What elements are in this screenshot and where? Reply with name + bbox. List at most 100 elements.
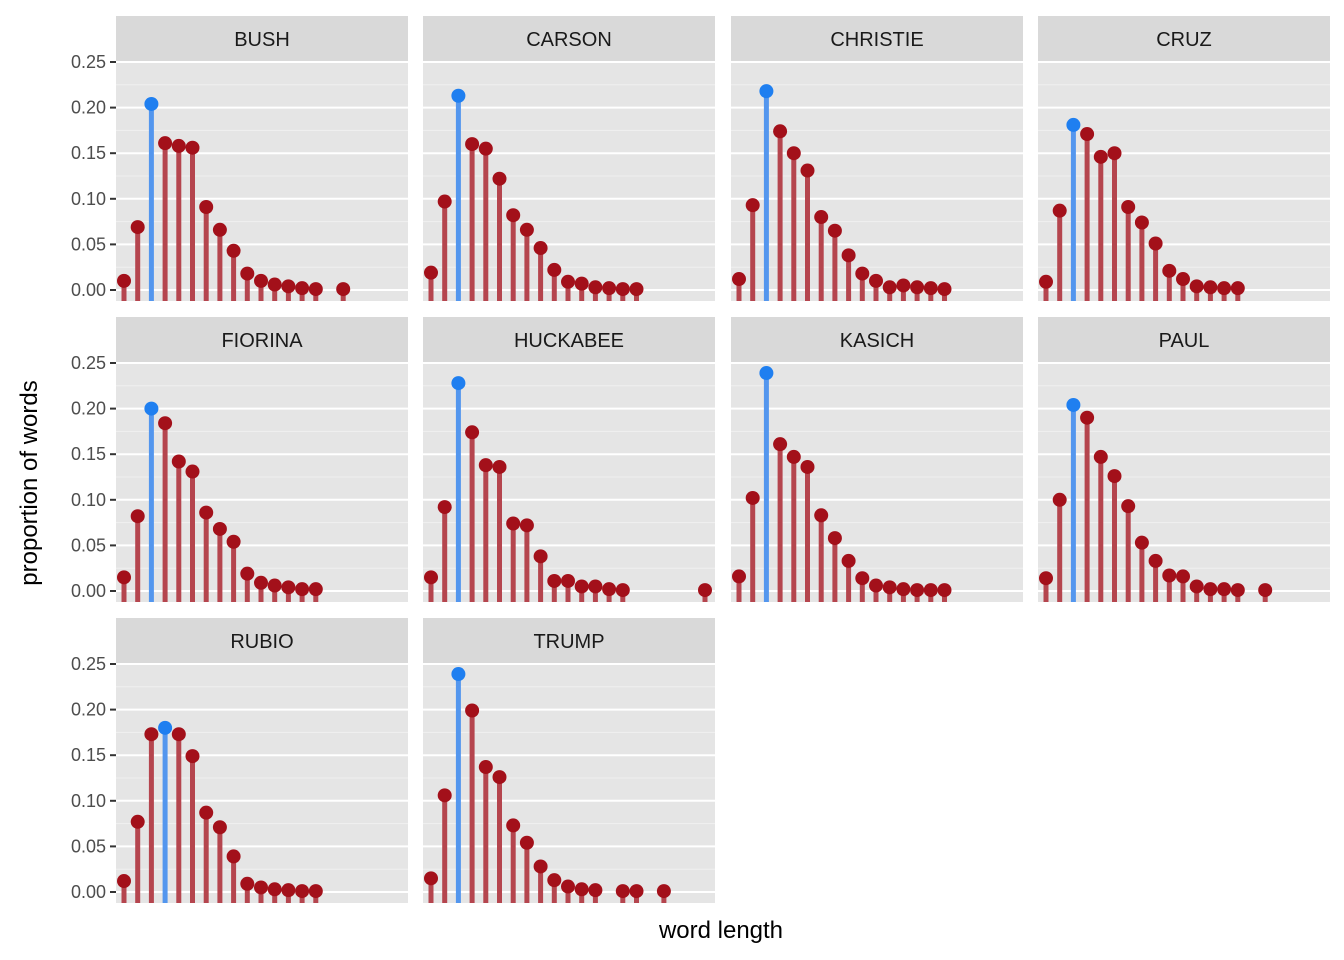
lollipop-point	[547, 873, 562, 888]
y-tick-label: 0.25	[71, 654, 106, 674]
lollipop-point	[841, 553, 856, 568]
lollipop-point	[923, 281, 938, 296]
facet-panel-carson: CARSON	[423, 16, 715, 301]
lollipop-point	[1203, 280, 1218, 295]
lollipop-point	[117, 874, 131, 889]
lollipop-point	[185, 749, 200, 764]
facet-strip-label: FIORINA	[221, 330, 303, 352]
lollipop-point	[336, 282, 351, 297]
lollipop-point	[1162, 568, 1177, 583]
lollipop-point	[937, 583, 952, 598]
lollipop-point	[588, 579, 603, 594]
facet-strip	[423, 16, 715, 61]
lollipop-point	[882, 280, 897, 295]
highlight-point	[1066, 397, 1081, 412]
lollipop-point	[199, 200, 214, 215]
lollipop-point	[814, 508, 829, 523]
panel-background	[1038, 61, 1330, 301]
highlight-point	[144, 401, 159, 416]
facet-panel-bush: BUSH 0.00 0.05 0.10 0.15 0.20 0.25	[71, 16, 408, 301]
y-tick-label: 0.05	[71, 836, 106, 856]
lollipop-point	[465, 425, 480, 440]
lollipop-point	[519, 518, 534, 533]
lollipop-point	[506, 516, 521, 531]
y-tick-label: 0.10	[71, 791, 106, 811]
lollipop-point	[561, 879, 575, 894]
y-axis-title: proportion of words	[16, 380, 43, 585]
highlight-point	[144, 96, 159, 111]
lollipop-point	[465, 137, 480, 152]
lollipop-point	[478, 458, 493, 473]
lollipop-point	[240, 876, 255, 891]
lollipop-point	[1134, 535, 1149, 550]
lollipop-point	[478, 141, 493, 156]
facet-strip-label: BUSH	[234, 29, 290, 51]
x-axis-title: word length	[658, 917, 783, 944]
panels-layer: BUSH 0.00 0.05 0.10 0.15 0.20 0.25 CARSON CHRIST…	[71, 16, 1330, 903]
lollipop-point	[267, 277, 282, 292]
lollipop-point	[240, 566, 255, 581]
y-tick-label: 0.00	[71, 882, 106, 902]
lollipop-point	[171, 727, 186, 742]
lollipop-point	[1093, 449, 1108, 464]
lollipop-point	[437, 194, 452, 209]
lollipop-point	[424, 570, 438, 585]
facet-strip-label: TRUMP	[533, 631, 604, 653]
lollipop-point	[615, 282, 630, 297]
lollipop-point	[1176, 569, 1190, 584]
lollipop-point	[158, 416, 173, 431]
lollipop-point	[117, 570, 131, 585]
lollipop-point	[1230, 583, 1245, 598]
lollipop-point	[295, 281, 310, 296]
lollipop-point	[547, 573, 562, 588]
lollipop-point	[254, 273, 268, 288]
y-tick-label: 0.05	[71, 535, 106, 555]
lollipop-point	[574, 882, 589, 897]
lollipop-point	[1107, 469, 1122, 484]
lollipop-point	[158, 136, 173, 151]
facet-panel-rubio: RUBIO 0.00 0.05 0.10 0.15 0.20 0.25	[71, 618, 408, 903]
lollipop-point	[130, 814, 145, 829]
facet-panel-cruz: CRUZ	[1038, 16, 1330, 301]
lollipop-point	[588, 883, 603, 898]
lollipop-point	[588, 280, 603, 295]
y-tick-label: 0.10	[71, 490, 106, 510]
lollipop-point	[240, 266, 255, 281]
lollipop-point	[185, 464, 200, 479]
facet-strip	[1038, 317, 1330, 362]
lollipop-point	[478, 760, 493, 775]
highlight-point	[451, 88, 466, 103]
facet-strip	[116, 618, 408, 663]
y-tick-label: 0.25	[71, 353, 106, 373]
lollipop-point	[424, 871, 438, 886]
lollipop-point	[629, 884, 644, 899]
lollipop-point	[1148, 236, 1163, 251]
lollipop-point	[629, 282, 644, 297]
lollipop-point	[1121, 499, 1136, 514]
highlight-point	[158, 720, 173, 735]
lollipop-point	[773, 124, 788, 139]
y-tick-label: 0.05	[71, 234, 106, 254]
facet-strip-label: CRUZ	[1156, 29, 1212, 51]
highlight-point	[759, 366, 774, 381]
lollipop-point	[226, 243, 241, 258]
y-tick-label: 0.00	[71, 280, 106, 300]
lollipop-point	[465, 703, 480, 718]
facet-strip	[116, 317, 408, 362]
lollipop-point	[519, 835, 534, 850]
lollipop-point	[533, 241, 548, 256]
facet-strip	[423, 618, 715, 663]
lollipop-point	[869, 578, 883, 593]
lollipop-point	[732, 569, 746, 584]
lollipop-point	[117, 273, 131, 288]
panel-background	[116, 61, 408, 301]
lollipop-point	[896, 582, 911, 597]
lollipop-point	[827, 223, 842, 238]
y-tick-label: 0.15	[71, 444, 106, 464]
lollipop-point	[424, 265, 438, 280]
lollipop-point	[185, 140, 200, 155]
lollipop-point	[1052, 203, 1067, 218]
facet-strip-label: CHRISTIE	[830, 29, 923, 51]
lollipop-point	[574, 579, 589, 594]
lollipop-point	[698, 583, 712, 598]
